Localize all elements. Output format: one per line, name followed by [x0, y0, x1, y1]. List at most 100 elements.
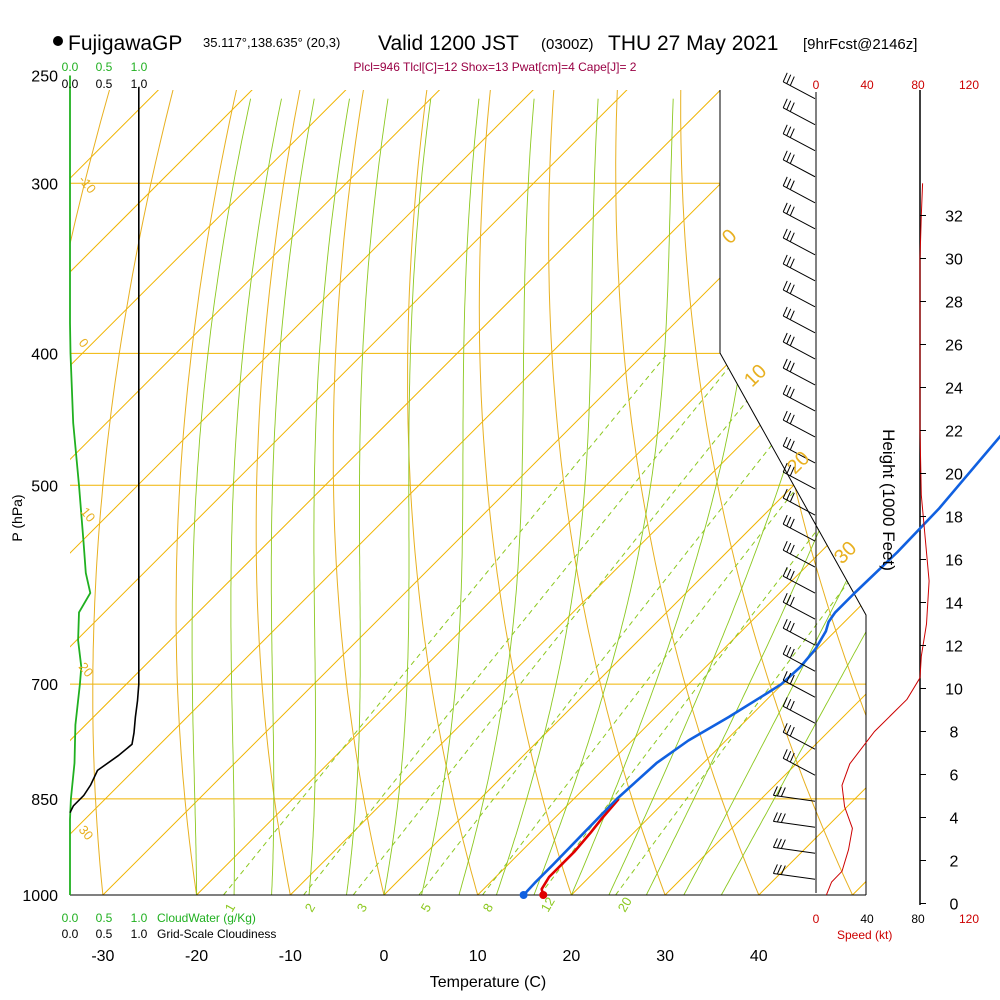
wind-barb-feather	[782, 124, 788, 135]
moist-adiabat-line	[458, 98, 535, 895]
height-tick-label: 20	[945, 467, 963, 484]
cloudiness-tick-bottom: 1.0	[131, 927, 148, 941]
height-tick-label: 12	[945, 639, 963, 656]
height-tick-label: 6	[950, 768, 959, 785]
forecast-info: [9hrFcst@2146z]	[803, 36, 917, 53]
isotherm-line	[70, 90, 830, 895]
wind-barb-feather	[789, 544, 795, 555]
wind-barb-feather	[782, 228, 788, 239]
wind-barb-feather	[789, 466, 795, 477]
wind-barb	[782, 393, 816, 412]
pressure-tick-label: 250	[31, 69, 58, 86]
height-axis-title: Height (1000 Feet)	[879, 429, 898, 571]
mixing-ratio-label: 3	[354, 901, 371, 915]
wind-barb-feather	[786, 152, 792, 162]
pressure-tick-label: 1000	[22, 888, 58, 905]
mixing-ratio-line	[223, 352, 668, 895]
dry-adiabat-line	[92, 90, 184, 895]
wind-barb-feather	[780, 839, 786, 849]
moist-adiabat-line	[495, 98, 599, 895]
pressure-tick-label: 500	[31, 478, 58, 495]
wind-barb-feather	[782, 436, 788, 447]
height-tick-label: 24	[945, 381, 963, 398]
station-coords: 35.117°,138.635° (20,3)	[203, 35, 340, 50]
dry-adiabat-line	[70, 90, 122, 895]
wind-barb	[773, 872, 816, 880]
height-tick-label: 32	[945, 209, 963, 226]
wind-barb-feather	[776, 864, 782, 875]
moist-adiabat-line	[683, 98, 866, 895]
wind-barb-feather	[789, 76, 795, 86]
wind-barb-feather	[782, 540, 788, 551]
wind-barb-feather	[789, 310, 795, 320]
wind-barb-feather	[786, 412, 792, 423]
wind-barb-feather	[789, 752, 795, 763]
wind-barb-feather	[782, 254, 788, 265]
wind-barb	[782, 133, 816, 152]
speed-axis-title: Speed (kt)	[837, 928, 892, 942]
wind-barb-feather	[782, 619, 788, 629]
isotherm-line	[196, 90, 866, 895]
temperature-tick-label: 0	[380, 948, 389, 965]
wind-barb-feather	[786, 594, 792, 605]
wind-barb	[782, 471, 816, 490]
wind-barb-feather	[786, 568, 792, 579]
valid-time: Valid 1200 JST	[378, 32, 519, 55]
wind-barb	[773, 794, 816, 802]
wind-barb	[782, 367, 816, 386]
cloudiness-profile	[69, 87, 140, 814]
wind-barb-feather	[772, 786, 778, 796]
height-tick-label: 16	[945, 553, 963, 570]
wind-barb-feather	[782, 749, 788, 759]
valid-date: THU 27 May 2021	[608, 32, 778, 55]
isotherm-line	[477, 90, 866, 895]
wind-barb-feather	[789, 726, 795, 737]
pressure-tick-label: 850	[31, 792, 58, 809]
wind-barb	[782, 341, 816, 360]
cloudwater-profile	[69, 75, 92, 895]
isotherm-line	[70, 90, 548, 895]
moist-adiabat-line	[308, 98, 350, 895]
height-tick-label: 10	[945, 682, 963, 699]
wind-barb	[773, 846, 816, 854]
speed-tick-top: 40	[860, 78, 874, 92]
wind-barb	[782, 627, 816, 646]
wind-barb	[782, 237, 816, 256]
cloudiness-tick-top: 0.0	[62, 77, 79, 91]
wind-barb-feather	[772, 838, 778, 848]
height-tick-label: 14	[945, 596, 963, 613]
isotherm-line	[70, 90, 642, 895]
wind-barb	[782, 601, 816, 620]
wind-barb-feather	[786, 204, 792, 214]
wind-barb-feather	[782, 332, 788, 343]
temperature-tick-label: 20	[563, 948, 581, 965]
cloudwater-tick-top: 0.0	[62, 60, 79, 74]
cloudwater-tick-bottom: 1.0	[131, 911, 148, 925]
mixing-ratio-line	[303, 352, 741, 895]
wind-barb-feather	[782, 566, 788, 577]
wind-barb-feather	[782, 645, 788, 655]
wind-barb-feather	[786, 126, 792, 136]
wind-barb-feather	[789, 414, 795, 425]
dewpoint-profile	[522, 434, 1000, 896]
wind-barb	[782, 263, 816, 282]
wind-barb-feather	[786, 724, 792, 735]
zulu-time: (0300Z)	[541, 36, 594, 53]
pressure-tick-label: 700	[31, 677, 58, 694]
cloudiness-tick-bottom: 0.5	[96, 927, 113, 941]
mixing-ratio-line	[352, 352, 786, 895]
speed-tick-top: 0	[813, 78, 820, 92]
wind-barb-feather	[786, 542, 792, 553]
wind-barbs	[772, 72, 816, 880]
wind-barb	[782, 419, 816, 438]
mixing-ratio-label: 8	[480, 901, 497, 915]
temperature-tick-label: -20	[185, 948, 208, 965]
wind-barb-feather	[786, 282, 792, 293]
temperature-tick-label: -10	[279, 948, 302, 965]
wind-barb-feather	[772, 812, 778, 822]
dry-adiabat-line	[332, 90, 392, 895]
wind-barb-feather	[789, 206, 795, 216]
wind-barb-feather	[789, 700, 795, 711]
wind-barb-feather	[786, 750, 792, 761]
wind-barb	[782, 679, 816, 698]
